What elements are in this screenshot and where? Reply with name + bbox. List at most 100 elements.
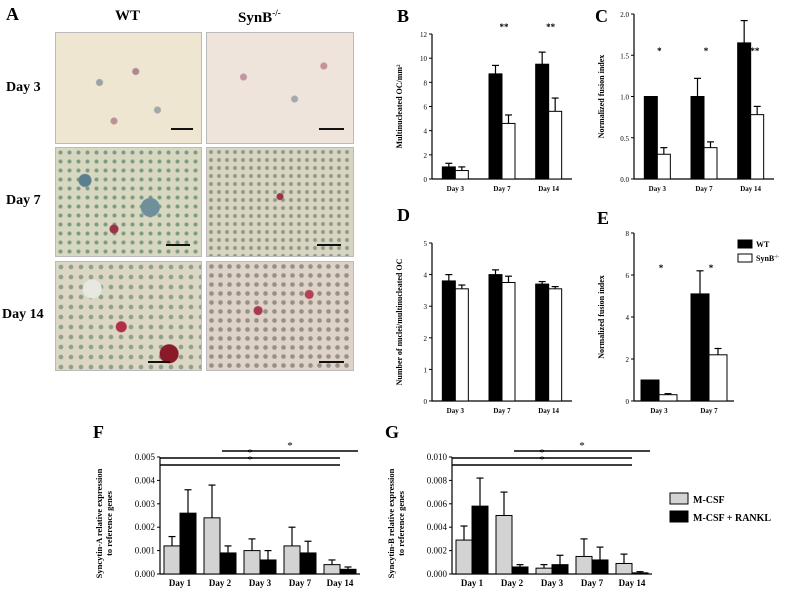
micrograph-wt-day14 (55, 261, 202, 371)
legend-swatch (669, 510, 689, 523)
x-tick-label: Day 7 (581, 578, 604, 588)
legend-label: M-CSF + RANKL (693, 513, 771, 524)
legend-label: M-CSF (693, 495, 725, 506)
significance-mark: * (539, 454, 545, 466)
y-axis-label: Normalized fusion index (597, 275, 606, 359)
scale-bar (171, 128, 193, 130)
x-tick-label: Day 2 (501, 578, 524, 588)
chart-f: 0.000 0.001 0.002 0.003 0.004 0.005 Syncytin-A… (94, 440, 360, 588)
y-tick-label: 0.004 (427, 522, 448, 532)
bar (441, 280, 456, 402)
chart-g: 0.000 0.002 0.004 0.006 0.008 0.010 Syncytin-B… (386, 440, 771, 588)
x-tick-label: Day 7 (289, 578, 312, 588)
y-tick-label: 4 (424, 272, 428, 280)
y-tick-label: 1 (424, 366, 428, 374)
y-axis-label: Number of nuclei/multinucleated OC (395, 258, 404, 385)
x-tick-label: Day 2 (209, 578, 232, 588)
micrograph-wt-day7 (55, 147, 202, 257)
y-tick-label: 4 (424, 128, 428, 136)
significance-mark: * (579, 440, 585, 452)
panel-label-f: F (93, 422, 104, 442)
bar (219, 552, 237, 575)
bar (750, 114, 765, 180)
y-tick-label: 2 (424, 152, 428, 160)
y-axis-label: Multinucleated OC/mm² (395, 64, 404, 149)
y-axis-label: Syncytin-A relative expression (94, 468, 104, 578)
bar (495, 515, 513, 575)
column-header-synb-text: SynB (238, 10, 273, 26)
scale-bar (319, 128, 344, 130)
bar (454, 288, 469, 402)
significance-mark: *** (746, 46, 760, 56)
bar (259, 559, 277, 575)
bar (640, 379, 660, 402)
x-tick-label: Day 14 (538, 407, 559, 415)
significance-mark: * (247, 454, 253, 466)
bar (455, 539, 473, 575)
column-header-synb-sup: -/- (272, 8, 281, 18)
y-axis-label: to reference genes (104, 490, 114, 556)
micrograph-wt-day3 (55, 32, 202, 144)
significance-mark: * (539, 447, 545, 459)
micrograph-synb-day3 (206, 32, 354, 144)
y-axis-label: Normalized fusion index (597, 55, 606, 139)
scale-bar (319, 361, 344, 363)
y-tick-label: 10 (420, 55, 428, 63)
chart-e: 0 2 4 6 8 Normalized fusion index Day 3 * Day 7 *… (597, 230, 779, 415)
bar (179, 512, 197, 575)
x-tick-label: Day 7 (695, 185, 713, 193)
bar (535, 567, 553, 575)
y-tick-label: 3 (424, 303, 428, 311)
y-tick-label: 0 (424, 176, 428, 184)
chart-b: 0 2 4 6 8 10 12 Multinucleated OC/mm² Day 3 Day 7… (395, 22, 572, 193)
bar (551, 564, 569, 575)
bar (708, 354, 728, 402)
y-tick-label: 1.5 (620, 52, 629, 60)
scale-bar (166, 244, 190, 246)
y-axis-label: Syncytin-B relative expression (386, 468, 396, 578)
legend-superscript: -/- (774, 255, 779, 260)
y-tick-label: 8 (424, 79, 428, 87)
chart-c: 0.0 0.5 1.0 1.5 2.0 Normalized fusion index Da… (597, 11, 774, 193)
bar (535, 63, 550, 180)
y-tick-label: 12 (420, 31, 428, 39)
bar (615, 562, 633, 575)
panel-label-e: E (597, 208, 610, 228)
bar (737, 42, 752, 180)
x-tick-label: Day 7 (700, 407, 718, 415)
bar (454, 170, 469, 180)
y-tick-label: 6 (424, 104, 428, 112)
scale-bar (148, 361, 170, 363)
y-tick-label: 0.0 (620, 176, 629, 184)
y-tick-label: 0.006 (427, 499, 448, 509)
legend-swatch (737, 239, 753, 249)
micrograph-synb-day14 (206, 261, 354, 371)
x-tick-label: Day 1 (461, 578, 484, 588)
x-tick-label: Day 3 (541, 578, 564, 588)
bar (690, 96, 705, 180)
y-axis-label: to reference genes (396, 490, 406, 556)
significance-mark: * (704, 46, 709, 56)
y-tick-label: 2 (626, 356, 630, 364)
panel-label-a: A (6, 4, 19, 24)
y-tick-label: 0 (424, 398, 428, 406)
x-tick-label: Day 7 (493, 407, 511, 415)
significance-mark: ** (500, 22, 510, 32)
y-tick-label: 0.000 (135, 569, 156, 579)
y-tick-label: 4 (626, 314, 630, 322)
x-tick-label: Day 3 (249, 578, 272, 588)
bar (631, 572, 649, 575)
significance-mark: * (247, 447, 253, 459)
y-tick-label: 0.004 (135, 475, 156, 485)
bar (163, 545, 181, 575)
y-tick-label: 0.000 (427, 569, 448, 579)
bar (243, 550, 261, 575)
bar (471, 505, 489, 575)
x-tick-label: Day 3 (447, 407, 465, 415)
y-tick-label: 0.002 (427, 546, 447, 556)
panel-label-g: G (385, 422, 400, 442)
y-tick-label: 0.002 (135, 522, 155, 532)
y-tick-label: 0.005 (135, 452, 156, 462)
y-tick-label: 8 (626, 230, 630, 238)
x-tick-label: Day 14 (327, 578, 354, 588)
